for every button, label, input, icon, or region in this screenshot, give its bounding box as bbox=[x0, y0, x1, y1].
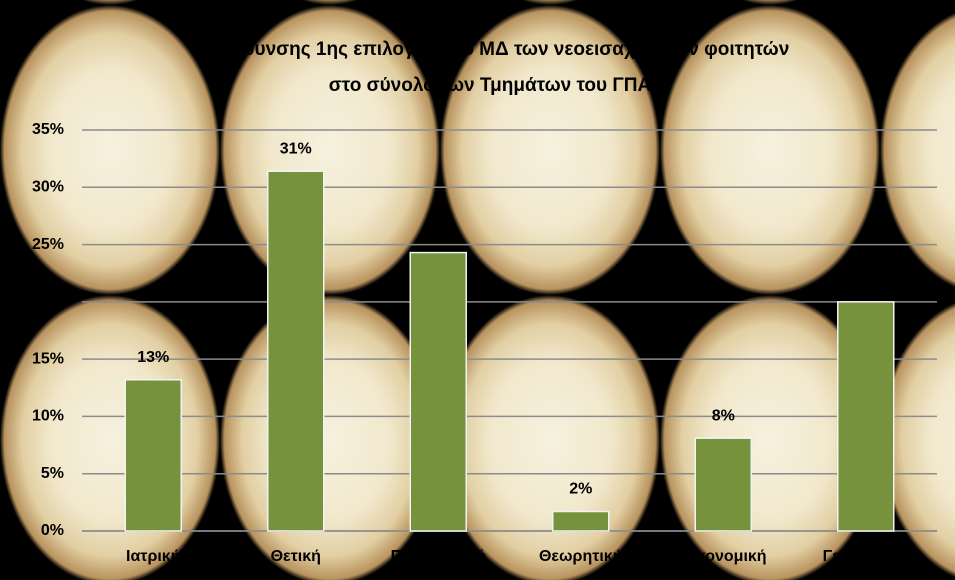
bar bbox=[410, 253, 466, 531]
y-tick-label: 20% bbox=[32, 293, 64, 310]
y-tick-label: 5% bbox=[41, 465, 64, 482]
bar bbox=[268, 171, 324, 531]
x-tick-label: Θετική bbox=[271, 548, 321, 565]
page: Κατεύθυνσης 1ης επιλογής στο ΜΔ των νεοε… bbox=[0, 0, 955, 580]
data-label: 8% bbox=[712, 407, 735, 424]
y-tick-label: 30% bbox=[32, 179, 64, 196]
x-tick-label: Οικονομική bbox=[680, 548, 767, 565]
y-tick-label: 35% bbox=[32, 121, 64, 138]
data-label: 31% bbox=[280, 140, 312, 157]
chart-subtitle: στο σύνολο των Τμημάτων του ΓΠΑ bbox=[329, 75, 652, 96]
y-tick-label: 15% bbox=[32, 350, 64, 367]
chart: Κατεύθυνσης 1ης επιλογής στο ΜΔ των νεοε… bbox=[0, 0, 955, 580]
x-tick-label: Γεωτεχνική bbox=[823, 548, 909, 565]
y-tick-label: 10% bbox=[32, 408, 64, 425]
bar bbox=[125, 380, 181, 531]
y-tick-label: 0% bbox=[41, 522, 64, 539]
data-label: 2% bbox=[569, 481, 592, 498]
bar bbox=[838, 302, 894, 531]
chart-title: Κατεύθυνσης 1ης επιλογής στο ΜΔ των νεοε… bbox=[191, 39, 790, 60]
y-tick-label: 25% bbox=[32, 236, 64, 253]
x-tick-label: Πολυτεχνική bbox=[391, 548, 486, 565]
x-tick-label: Θεωρητική bbox=[539, 548, 623, 565]
bar bbox=[695, 438, 751, 531]
bar bbox=[553, 512, 609, 531]
data-label: 13% bbox=[137, 349, 169, 366]
data-label: 20% bbox=[850, 271, 882, 288]
x-tick-label: Ιατρική bbox=[126, 548, 180, 565]
data-label: 24% bbox=[422, 222, 454, 239]
